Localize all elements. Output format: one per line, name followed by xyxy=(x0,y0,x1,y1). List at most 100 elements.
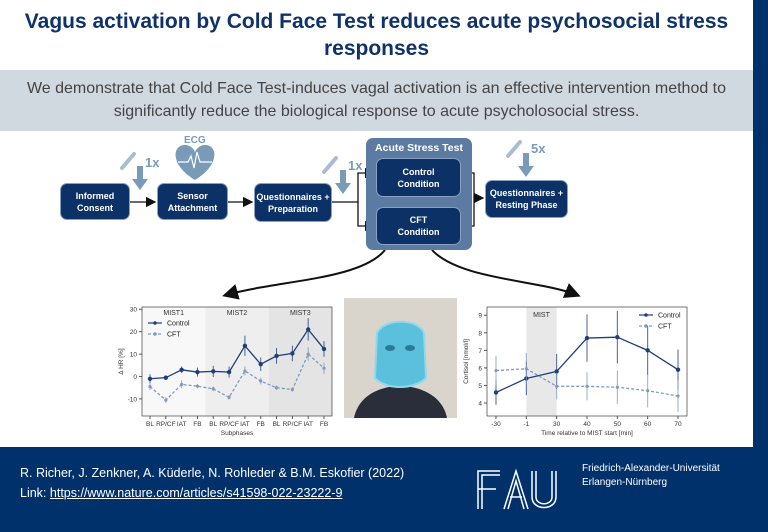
y-tick-label: 5 xyxy=(478,383,482,390)
data-point-control xyxy=(258,361,263,367)
y-tick-label: 8 xyxy=(478,330,482,337)
legend-label: CFT xyxy=(167,332,181,339)
legend-label: Control xyxy=(167,321,190,328)
data-point-control xyxy=(147,376,153,381)
data-point-control xyxy=(645,348,650,353)
legend-marker xyxy=(644,324,648,328)
phase-region xyxy=(268,307,332,416)
y-axis-label: Δ HR [%] xyxy=(118,348,125,375)
phase-region xyxy=(142,307,206,416)
side-band xyxy=(753,0,768,532)
data-point-cft xyxy=(494,368,498,373)
legend-label: CFT xyxy=(658,324,672,331)
cortisol-chart: MIST 4 5 6 7 8 9 -30 -1 30 40 50 60 70 Time relative t… xyxy=(463,306,688,437)
sample-tube-icons xyxy=(120,140,522,174)
data-point-cft xyxy=(646,389,650,393)
data-point-control xyxy=(163,375,169,380)
x-tick-label: 40 xyxy=(583,421,591,428)
cft-photo xyxy=(344,298,457,418)
phase-label: MIST2 xyxy=(227,310,248,317)
x-axis-label: Subphases xyxy=(221,430,254,437)
step-informed-consent: Informed Consent xyxy=(60,183,130,220)
legend-marker xyxy=(644,313,648,317)
phase-label: MIST1 xyxy=(163,310,184,317)
data-point-control xyxy=(290,351,295,356)
cold-pack xyxy=(373,320,428,388)
link-label: Link: xyxy=(20,486,50,500)
y-axis-label: Cortisol [nmol/l] xyxy=(463,339,470,384)
data-point-cft xyxy=(524,367,528,371)
data-point-cft xyxy=(290,387,294,392)
x-tick-label: 60 xyxy=(644,421,652,428)
data-point-control xyxy=(274,353,279,359)
fau-logo xyxy=(477,469,557,510)
y-tick-label: 10 xyxy=(130,352,138,359)
x-tick-label: IAT xyxy=(240,421,250,428)
x-tick-label: FB xyxy=(320,421,328,428)
x-tick-label: RP/CF xyxy=(156,421,176,428)
x-tick-label: IAT xyxy=(177,421,187,428)
data-point-cft xyxy=(676,394,680,398)
y-tick-label: 9 xyxy=(478,313,482,320)
down-arrows xyxy=(132,153,534,194)
legend-label: Control xyxy=(658,313,681,320)
data-point-cft xyxy=(227,395,231,399)
data-point-control xyxy=(179,367,184,372)
data-point-cft xyxy=(148,385,152,389)
university-location: Erlangen-Nürnberg xyxy=(582,477,668,488)
x-tick-label: -1 xyxy=(523,421,529,428)
data-point-cft xyxy=(180,382,184,386)
x-tick-label: IAT xyxy=(303,421,313,428)
ecg-heart-icon xyxy=(175,145,215,180)
authors: R. Richer, J. Zenkner, A. Küderle, N. Ro… xyxy=(20,466,405,480)
y-tick-label: 0 xyxy=(133,374,137,381)
step-cft-condition: CFT Condition xyxy=(376,207,461,245)
acute-stress-test-title: Acute Stress Test xyxy=(375,142,463,154)
data-point-cft xyxy=(322,366,326,370)
x-tick-label: BL xyxy=(273,421,281,428)
x-axis-label: Time relative to MIST start [min] xyxy=(541,430,633,437)
curved-arrow-left xyxy=(222,249,386,300)
x-tick-label: 70 xyxy=(674,421,682,428)
mist-region xyxy=(526,307,557,416)
data-point-control xyxy=(615,334,620,340)
x-tick-label: RP/CF xyxy=(283,421,303,428)
data-point-control xyxy=(321,346,327,352)
data-point-cft xyxy=(243,369,247,373)
data-point-cft xyxy=(585,384,589,388)
paper-link[interactable]: https://www.nature.com/articles/s41598-0… xyxy=(49,486,343,500)
phase-label: MIST3 xyxy=(290,310,311,317)
x-tick-label: BL xyxy=(146,421,154,428)
data-point-cft xyxy=(306,352,310,356)
x-tick-label: FB xyxy=(193,421,201,428)
footer: R. Richer, J. Zenkner, A. Küderle, N. Ro… xyxy=(0,447,753,532)
data-point-cft xyxy=(259,379,263,383)
series-line-control xyxy=(149,328,325,380)
data-point-cft xyxy=(555,384,559,388)
step-control-condition: Control Condition xyxy=(376,158,461,197)
x-tick-label: RP/CF xyxy=(219,421,239,428)
x-tick-label: FB xyxy=(257,421,265,428)
summary-text: We demonstrate that Cold Face Test-induc… xyxy=(0,70,753,131)
legend-marker xyxy=(153,321,157,325)
ecg-label: ECG xyxy=(184,135,206,146)
step-sensor-attachment: Sensor Attachment xyxy=(157,183,228,220)
sample-count: 5x xyxy=(531,141,546,156)
y-tick-label: 4 xyxy=(478,401,482,408)
data-point-control xyxy=(554,369,559,374)
sample-count: 1x xyxy=(348,158,363,173)
legend-marker xyxy=(153,332,157,336)
data-point-control xyxy=(305,327,311,332)
data-point-cft xyxy=(164,398,168,402)
sample-count: 1x xyxy=(145,155,160,170)
data-point-cft xyxy=(615,385,619,389)
y-tick-label: 6 xyxy=(478,365,482,372)
university-name: Friedrich-Alexander-Universität xyxy=(582,463,720,474)
page-title: Vagus activation by Cold Face Test reduc… xyxy=(24,10,729,60)
x-tick-label: -30 xyxy=(491,421,501,428)
mist-label: MIST xyxy=(533,312,550,319)
data-point-control xyxy=(584,335,590,341)
y-tick-label: 30 xyxy=(130,307,138,314)
x-tick-label: BL xyxy=(209,421,217,428)
